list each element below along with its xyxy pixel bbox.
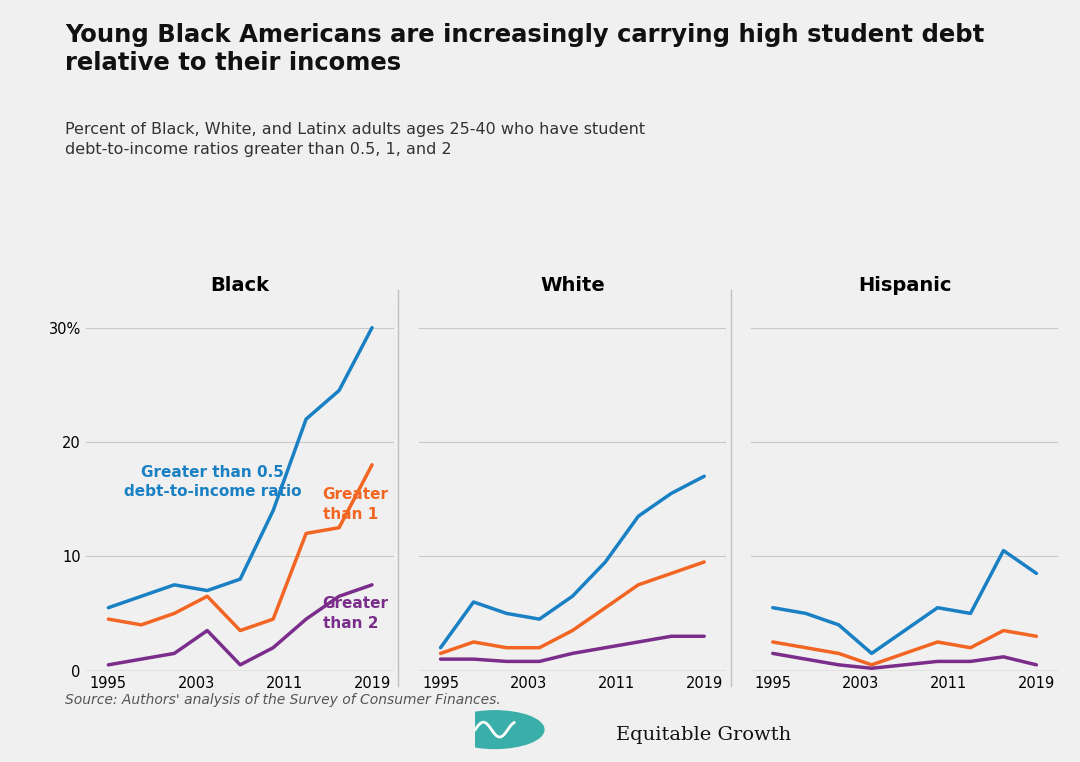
Text: Greater
than 2: Greater than 2: [323, 596, 389, 631]
Circle shape: [445, 711, 544, 748]
Text: Source: Authors' analysis of the Survey of Consumer Finances.: Source: Authors' analysis of the Survey …: [65, 693, 500, 707]
Title: Black: Black: [211, 276, 270, 295]
Text: Young Black Americans are increasingly carrying high student debt
relative to th: Young Black Americans are increasingly c…: [65, 23, 984, 75]
Text: Equitable Growth: Equitable Growth: [616, 726, 791, 744]
Title: White: White: [540, 276, 605, 295]
Text: Greater
than 1: Greater than 1: [323, 488, 389, 522]
Title: Hispanic: Hispanic: [858, 276, 951, 295]
Text: Greater than 0.5
debt-to-income ratio: Greater than 0.5 debt-to-income ratio: [124, 465, 301, 499]
Text: Percent of Black, White, and Latinx adults ages 25-40 who have student
debt-to-i: Percent of Black, White, and Latinx adul…: [65, 122, 645, 157]
